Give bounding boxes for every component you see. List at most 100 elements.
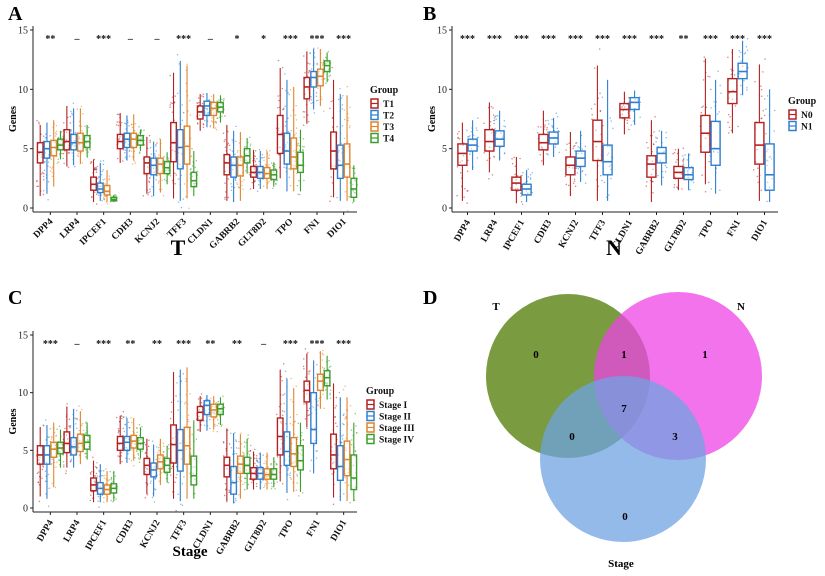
box bbox=[683, 166, 694, 181]
jitter-point bbox=[519, 157, 521, 160]
box bbox=[629, 96, 640, 111]
x-tick-label: CDH3 bbox=[533, 218, 555, 246]
jitter-point bbox=[235, 440, 238, 443]
jitter-point bbox=[294, 149, 296, 151]
jitter-point bbox=[249, 145, 251, 147]
jitter-point bbox=[581, 170, 583, 173]
jitter-point bbox=[137, 133, 140, 136]
box bbox=[350, 454, 358, 491]
jitter-point bbox=[766, 95, 769, 97]
significance-label: – bbox=[74, 339, 81, 350]
jitter-point bbox=[177, 400, 179, 402]
jitter-point bbox=[488, 178, 490, 180]
jitter-point bbox=[547, 119, 549, 122]
jitter-point bbox=[304, 376, 307, 378]
jitter-point bbox=[710, 88, 712, 91]
jitter-point bbox=[124, 423, 127, 426]
jitter-point bbox=[599, 92, 601, 95]
significance-label: *** bbox=[96, 339, 111, 350]
jitter-point bbox=[78, 454, 81, 456]
jitter-point bbox=[138, 126, 140, 128]
box bbox=[96, 182, 104, 194]
jitter-point bbox=[282, 394, 284, 396]
jitter-point bbox=[124, 156, 127, 158]
jitter-point bbox=[703, 56, 706, 58]
jitter-point bbox=[294, 134, 296, 136]
box bbox=[283, 132, 291, 165]
jitter-point bbox=[226, 468, 228, 470]
jitter-point bbox=[81, 445, 83, 447]
jitter-point bbox=[220, 410, 223, 413]
jitter-point bbox=[73, 447, 75, 450]
jitter-point bbox=[153, 171, 155, 173]
legend-entry: Stage III bbox=[379, 424, 415, 434]
jitter-point bbox=[298, 149, 301, 152]
jitter-point bbox=[76, 154, 79, 157]
jitter-point bbox=[185, 380, 187, 383]
jitter-point bbox=[153, 501, 156, 503]
jitter-point bbox=[228, 443, 231, 445]
jitter-point bbox=[228, 489, 230, 491]
jitter-point bbox=[295, 385, 297, 388]
jitter-point bbox=[256, 190, 259, 192]
jitter-point bbox=[551, 118, 553, 121]
jitter-point bbox=[329, 385, 331, 388]
jitter-point bbox=[298, 144, 301, 147]
jitter-point bbox=[491, 174, 494, 176]
jitter-point bbox=[168, 447, 170, 450]
jitter-point bbox=[294, 471, 297, 473]
jitter-point bbox=[217, 400, 220, 403]
jitter-point bbox=[194, 166, 196, 169]
jitter-point bbox=[676, 186, 678, 188]
jitter-point bbox=[131, 156, 134, 158]
jitter-point bbox=[601, 179, 603, 182]
jitter-point bbox=[292, 150, 295, 153]
jitter-point bbox=[307, 384, 309, 386]
jitter-point bbox=[284, 105, 286, 108]
jitter-point bbox=[175, 509, 177, 512]
jitter-point bbox=[170, 401, 173, 404]
jitter-point bbox=[462, 144, 464, 146]
jitter-point bbox=[321, 98, 323, 101]
jitter-point bbox=[247, 434, 249, 436]
jitter-point bbox=[284, 125, 287, 127]
jitter-point bbox=[531, 191, 533, 194]
jitter-point bbox=[584, 182, 587, 184]
jitter-point bbox=[740, 93, 742, 96]
jitter-point bbox=[153, 466, 156, 468]
jitter-point bbox=[78, 446, 80, 448]
jitter-point bbox=[65, 472, 67, 475]
x-tick-label: LRP4 bbox=[480, 218, 501, 244]
jitter-point bbox=[281, 66, 284, 69]
jitter-point bbox=[285, 146, 287, 148]
jitter-point bbox=[680, 173, 683, 176]
legend-entry: Stage I bbox=[379, 401, 408, 411]
jitter-point bbox=[295, 119, 298, 121]
jitter-point bbox=[144, 443, 147, 446]
jitter-point bbox=[76, 452, 78, 454]
jitter-point bbox=[254, 448, 256, 451]
jitter-point bbox=[224, 115, 226, 117]
jitter-point bbox=[217, 422, 220, 425]
panel-label: B bbox=[423, 3, 436, 25]
jitter-point bbox=[354, 412, 357, 415]
jitter-point bbox=[94, 191, 96, 193]
jitter-point bbox=[354, 450, 357, 453]
jitter-point bbox=[765, 108, 767, 110]
jitter-point bbox=[210, 120, 213, 122]
x-tick-label: TFF3 bbox=[169, 518, 189, 543]
jitter-point bbox=[682, 162, 685, 164]
jitter-point bbox=[63, 162, 65, 165]
box bbox=[150, 157, 158, 176]
jitter-point bbox=[231, 185, 233, 188]
jitter-point bbox=[239, 157, 242, 160]
jitter-point bbox=[60, 131, 63, 133]
jitter-point bbox=[117, 427, 120, 430]
x-tick-label: TPO bbox=[275, 217, 296, 238]
jitter-point bbox=[98, 175, 101, 178]
jitter-point bbox=[149, 147, 152, 149]
jitter-point bbox=[322, 393, 324, 396]
jitter-point bbox=[766, 200, 768, 203]
jitter-point bbox=[284, 73, 286, 75]
